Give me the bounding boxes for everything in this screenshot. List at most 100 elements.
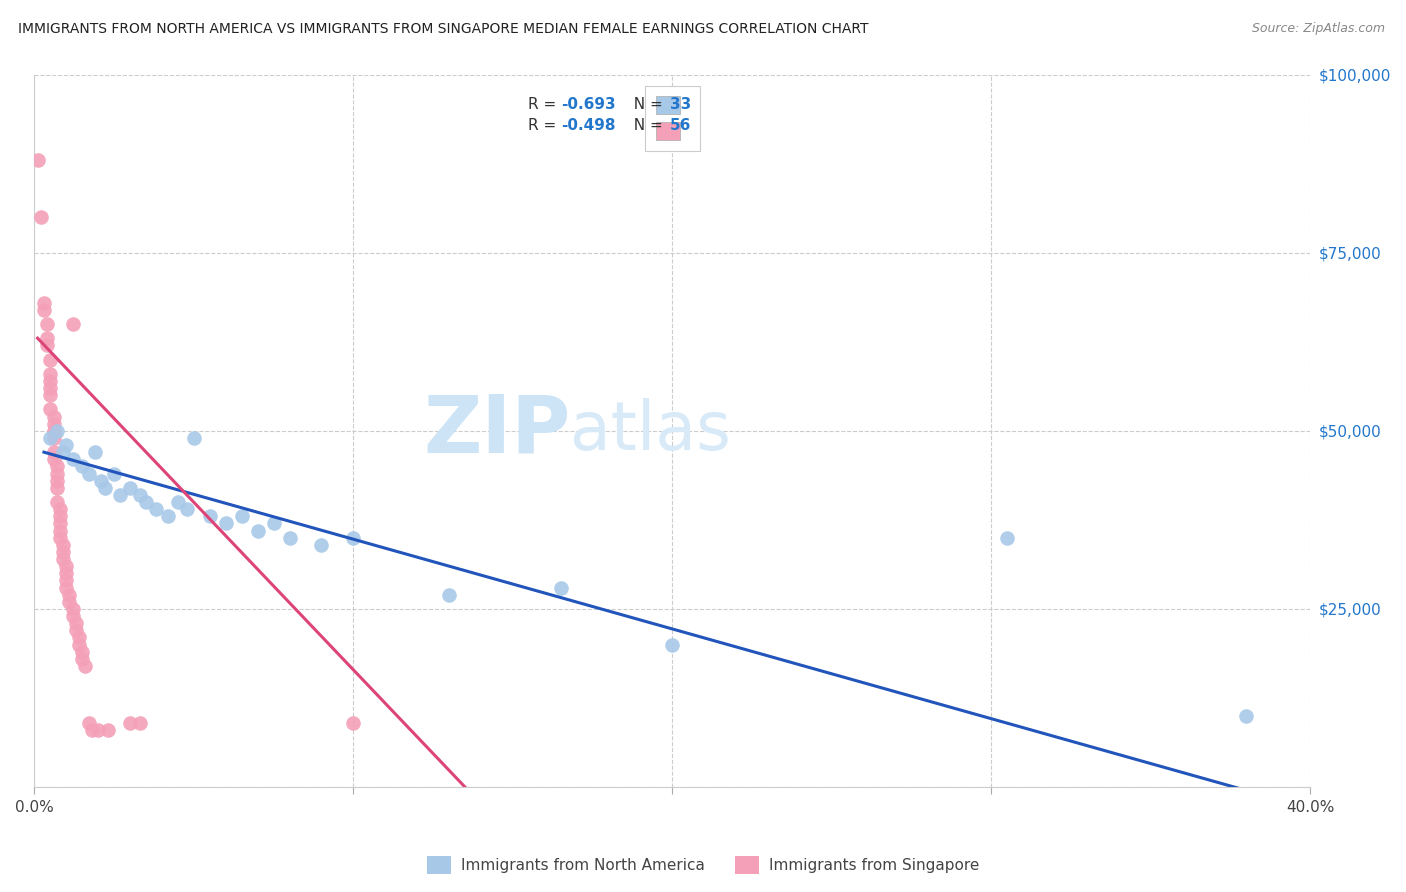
Point (42, 445, 65, 459)
Legend: , : , (645, 86, 700, 151)
Text: N =: N = (624, 96, 668, 112)
Point (62, 317, 84, 331)
Text: N =: N = (624, 118, 668, 133)
Point (110, 488, 132, 502)
Point (342, 531, 364, 545)
Point (231, 509, 253, 524)
Point (97, 723, 120, 737)
Point (65, 624, 87, 638)
Text: 56: 56 (669, 118, 692, 133)
Point (437, 588, 460, 602)
Point (120, 715, 142, 730)
Point (49, 516, 72, 531)
Point (32, 295, 55, 310)
Point (311, 538, 333, 552)
Point (49, 524, 72, 538)
Point (77, 467, 100, 481)
Point (103, 467, 125, 481)
Point (39, 431, 62, 445)
Point (55, 581, 77, 595)
Point (70, 652, 93, 666)
Point (157, 509, 180, 524)
Point (176, 502, 198, 516)
Point (42, 424, 65, 438)
Point (42, 417, 65, 431)
Point (550, 581, 572, 595)
Point (62, 452, 84, 467)
Point (39, 388, 62, 402)
Point (67, 638, 90, 652)
Point (49, 502, 72, 516)
Point (45, 467, 67, 481)
Point (45, 474, 67, 488)
Point (62, 602, 84, 616)
Point (42, 431, 65, 445)
Point (39, 381, 62, 395)
Y-axis label: Median Female Earnings: Median Female Earnings (0, 337, 7, 524)
Point (145, 502, 167, 516)
Point (52, 552, 75, 566)
Point (263, 516, 285, 531)
Text: R =: R = (529, 96, 561, 112)
Point (65, 616, 87, 631)
Point (70, 645, 93, 659)
Point (45, 495, 67, 509)
Point (67, 631, 90, 645)
Text: -0.498: -0.498 (561, 118, 616, 133)
Point (42, 409, 65, 424)
Point (49, 509, 72, 524)
Point (39, 402, 62, 417)
Text: atlas: atlas (571, 398, 731, 464)
Point (58, 588, 80, 602)
Text: R =: R = (529, 118, 561, 133)
Text: ZIP: ZIP (423, 392, 571, 470)
Point (135, 495, 157, 509)
Point (37, 331, 59, 345)
Point (128, 715, 150, 730)
Point (90, 474, 112, 488)
Point (120, 481, 142, 495)
Point (167, 495, 190, 509)
Point (37, 338, 59, 352)
Point (45, 459, 67, 474)
Point (278, 531, 301, 545)
Point (58, 595, 80, 609)
Point (39, 352, 62, 367)
Point (39, 374, 62, 388)
Point (70, 459, 93, 474)
Point (45, 424, 67, 438)
Point (75, 659, 97, 673)
Point (84, 445, 107, 459)
Point (49, 531, 72, 545)
Legend: Immigrants from North America, Immigrants from Singapore: Immigrants from North America, Immigrant… (420, 850, 986, 880)
Point (39, 367, 62, 381)
Point (55, 574, 77, 588)
Point (198, 509, 221, 524)
Point (77, 715, 100, 730)
Point (42, 452, 65, 467)
Point (45, 481, 67, 495)
Text: 33: 33 (669, 96, 690, 112)
Point (37, 317, 59, 331)
Point (215, 516, 238, 531)
Point (80, 723, 103, 737)
Point (128, 488, 150, 502)
Point (342, 715, 364, 730)
Point (55, 566, 77, 581)
Text: Source: ZipAtlas.com: Source: ZipAtlas.com (1251, 22, 1385, 36)
Point (52, 545, 75, 559)
Point (32, 302, 55, 317)
Point (1236, 708, 1258, 723)
Point (183, 431, 205, 445)
Point (55, 559, 77, 574)
Point (30, 210, 52, 224)
Text: IMMIGRANTS FROM NORTH AMERICA VS IMMIGRANTS FROM SINGAPORE MEDIAN FEMALE EARNING: IMMIGRANTS FROM NORTH AMERICA VS IMMIGRA… (18, 22, 869, 37)
Point (93, 481, 115, 495)
Point (52, 538, 75, 552)
Point (62, 609, 84, 624)
Point (246, 524, 269, 538)
Point (87, 723, 110, 737)
Point (55, 438, 77, 452)
Text: -0.693: -0.693 (561, 96, 616, 112)
Point (52, 445, 75, 459)
